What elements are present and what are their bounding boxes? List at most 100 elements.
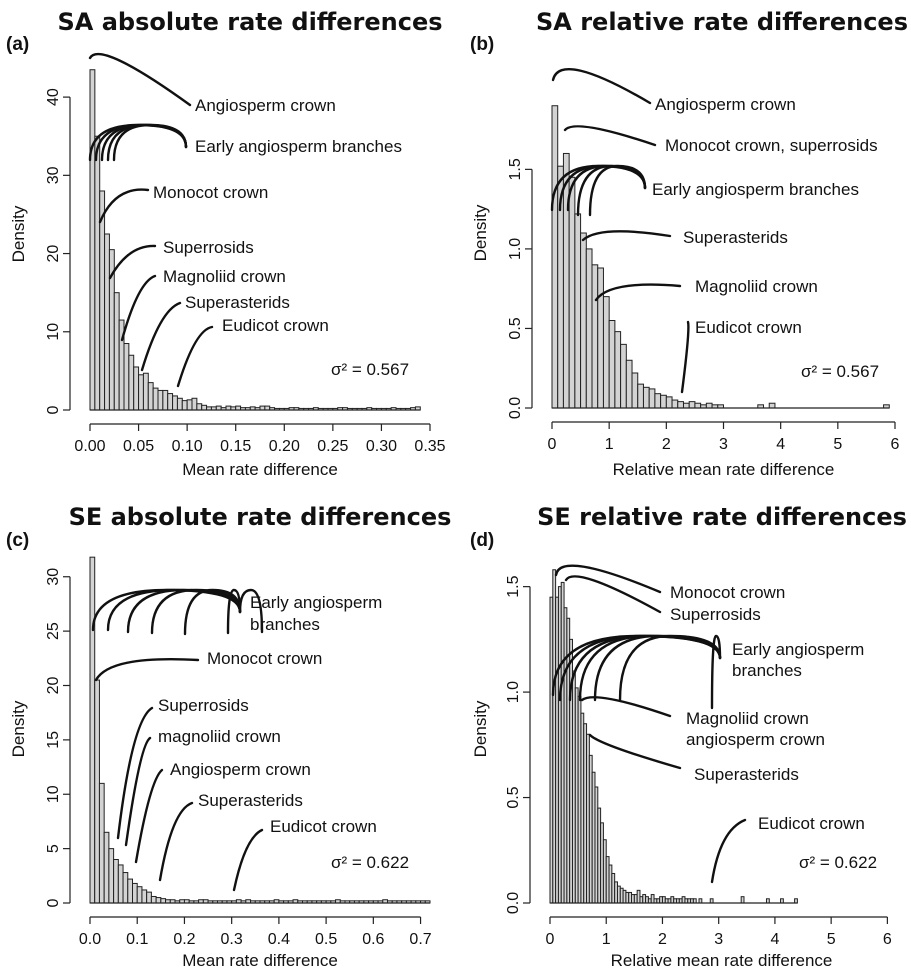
y-tick-label: 1.0 (507, 238, 524, 260)
annotation-label: branches (250, 615, 320, 634)
annotation: Angiosperm crown (551, 68, 796, 114)
chart-panel-d: SE relative rate differences (d) 0 1 2 3 4 5 6 Re… (470, 503, 907, 970)
annotation: Early angiosperm branches (551, 634, 864, 710)
histogram-bar (146, 891, 152, 904)
x-tick-label: 0.2 (173, 931, 195, 948)
annotation-leader-line (150, 588, 242, 635)
histogram-bar (665, 396, 673, 409)
histogram-bar (698, 898, 703, 904)
chart-panel-b: SA relative rate differences (b) 0 1 2 3 4 5 6 Re… (470, 8, 908, 479)
histogram-bar (167, 393, 174, 411)
x-tick-label: 0.35 (414, 438, 445, 455)
annotation-label: Eudicot crown (758, 814, 865, 833)
annotation-label: Magnoliid crown (163, 267, 286, 286)
annotation: Superrosids (564, 575, 761, 624)
annotation: Superrosids (116, 696, 249, 840)
histogram-bar (794, 898, 798, 904)
x-tick-label: 0.5 (315, 931, 337, 948)
histogram-bar (89, 556, 96, 904)
annotation-label: magnoliid crown (158, 727, 281, 746)
y-tick-label: 20 (45, 677, 62, 695)
histogram-bar (602, 296, 610, 409)
annotation-leader-line (98, 188, 150, 224)
histogram-bar (113, 292, 120, 411)
histogram-bar (150, 895, 157, 904)
annotation-leader-line (564, 575, 662, 614)
annotation-leader-line (680, 320, 690, 394)
variance-label: σ² = 0.622 (331, 853, 409, 872)
x-tick-label: 0.3 (221, 931, 243, 948)
annotation: Angiosperm crown (88, 52, 336, 115)
histogram-bar (113, 859, 119, 904)
histogram-bar (108, 848, 115, 904)
histogram-bar (740, 896, 745, 904)
x-tick-label: 0 (546, 931, 555, 948)
histogram-bar (654, 393, 662, 409)
annotation-label: Superasterids (185, 293, 290, 312)
annotation: Monocot crown (98, 183, 268, 224)
chart-title: SA absolute rate differences (57, 8, 442, 36)
x-tick-label: 0.00 (74, 438, 105, 455)
annotation: Superasterids (581, 228, 788, 247)
histogram-bar (637, 383, 644, 409)
histogram-bar (780, 898, 784, 904)
y-tick-label: 20 (45, 245, 62, 263)
annotation-label: angiosperm crown (686, 730, 825, 749)
x-tick-label: 0.20 (269, 438, 300, 455)
histogram-bar (123, 343, 130, 411)
x-axis-label: Mean rate difference (182, 951, 338, 970)
x-tick-label: 4 (770, 931, 779, 948)
y-tick-label: 1.0 (505, 681, 522, 703)
annotation-label: Monocot crown, superrosids (665, 136, 878, 155)
histogram-bar (117, 864, 124, 904)
y-tick-label: 0.0 (507, 397, 524, 419)
annotation: Monocot crown, superrosids (563, 125, 878, 155)
annotation-label: Magnoliid crown (695, 277, 818, 296)
x-tick-label: 2 (662, 436, 671, 453)
x-axis-label: Mean rate difference (182, 460, 338, 479)
y-tick-label: 0.5 (507, 317, 524, 339)
histogram-bar (141, 889, 148, 904)
annotation-label: Superrosids (163, 238, 254, 257)
histogram-bar (709, 898, 714, 904)
y-tick-label: 1.5 (507, 158, 524, 180)
variance-label: σ² = 0.567 (331, 360, 409, 379)
annotation-leader-line (112, 123, 188, 162)
annotation-label: Angiosperm crown (170, 760, 311, 779)
x-tick-label: 0.10 (172, 438, 203, 455)
histogram-bar (142, 372, 149, 411)
histogram-bar (172, 395, 178, 411)
histogram-bar (196, 403, 203, 411)
histogram-bar (201, 404, 208, 411)
y-tick-label: 0.0 (505, 892, 522, 914)
histogram-bar (551, 105, 559, 409)
histogram-bar (104, 233, 110, 411)
x-tick-label: 6 (883, 931, 892, 948)
annotation-leader-line (580, 696, 672, 718)
panel-label: (a) (6, 34, 29, 55)
annotation-label: branches (732, 661, 802, 680)
histogram-bar (132, 882, 138, 904)
y-tick-label: 15 (45, 731, 62, 749)
histogram-bar (94, 679, 100, 904)
annotation-label: Eudicot crown (695, 318, 802, 337)
histogram-bar (580, 232, 587, 409)
histogram-bar (574, 213, 582, 409)
annotation-leader-line (551, 68, 652, 105)
histogram-bar (648, 388, 656, 409)
annotation-label: Early angiosperm branches (652, 180, 859, 199)
annotation: Superrosids (108, 238, 254, 280)
x-tick-label: 2 (658, 931, 667, 948)
annotation: magnoliid crown (124, 727, 281, 847)
histogram-bar (614, 331, 622, 409)
histogram-bar (642, 386, 650, 409)
histogram-bar (157, 389, 164, 411)
histogram-bar (94, 135, 101, 411)
annotation-leader-line (88, 52, 192, 107)
y-tick-label: 10 (45, 785, 62, 803)
histogram-bar (127, 878, 134, 904)
annotation-label: Monocot crown (207, 649, 322, 668)
histogram-bar (562, 152, 570, 409)
histogram-bar (181, 400, 188, 411)
